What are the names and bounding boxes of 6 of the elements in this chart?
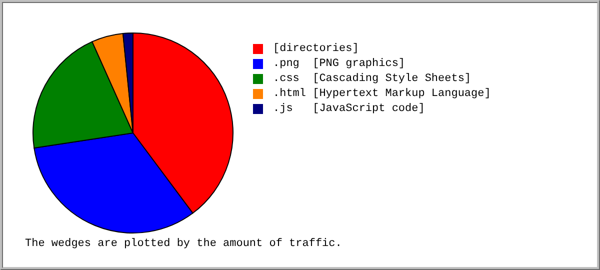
legend-label: .png [PNG graphics] <box>273 58 406 70</box>
legend-label: [directories] <box>273 42 359 54</box>
legend-label: .js [JavaScript code] <box>273 102 425 114</box>
text: The wedges are plotted by the amount of traffic. <box>25 238 342 250</box>
legend-label: .css [Cascading Style Sheets] <box>273 72 472 84</box>
legend-label: .html [Hypertext Markup Language] <box>273 88 491 100</box>
